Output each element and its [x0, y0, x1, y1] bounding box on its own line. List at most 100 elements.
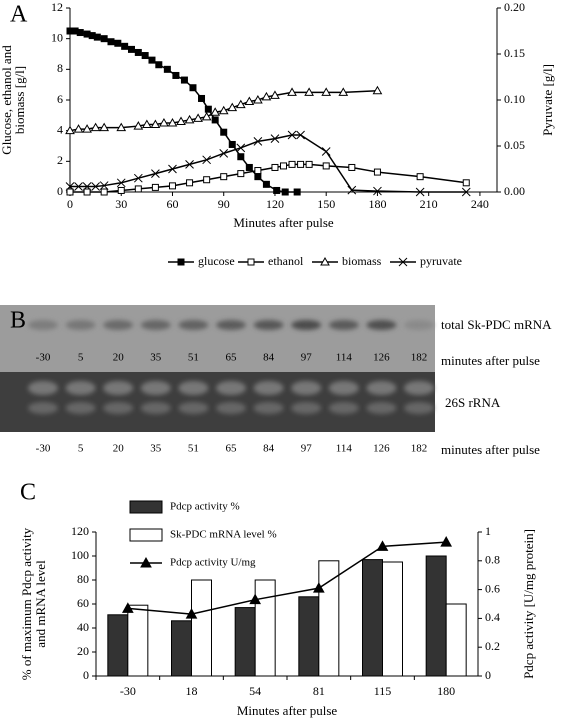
- bar: [382, 561, 403, 677]
- bar: [127, 604, 149, 677]
- marker: [220, 128, 228, 136]
- bar: [234, 607, 256, 677]
- gel-band: [366, 381, 397, 395]
- y-tick-label: 12: [51, 0, 63, 14]
- marker: [237, 170, 245, 178]
- marker: [140, 556, 152, 568]
- marker: [193, 113, 203, 122]
- y2-tick-label: 0.15: [504, 46, 525, 60]
- x-tick-label: 30: [115, 197, 127, 211]
- x-tick-label: 60: [166, 197, 178, 211]
- x-tick-label: 150: [317, 197, 335, 211]
- marker: [237, 153, 245, 161]
- gel-band: [291, 402, 322, 414]
- lane-label: 126: [373, 352, 390, 364]
- legend-label: ethanol: [268, 254, 304, 268]
- marker: [227, 102, 238, 112]
- lane-label: 51: [188, 443, 199, 455]
- marker: [172, 71, 180, 79]
- marker: [287, 130, 297, 140]
- lane-label: -30: [36, 352, 51, 364]
- lane-label: 5: [78, 352, 84, 364]
- y-tick-label: 0: [83, 668, 89, 682]
- lane-label: 126: [373, 443, 390, 455]
- gel-band: [216, 402, 246, 414]
- panel-label: A: [10, 2, 28, 28]
- series-line: [69, 90, 378, 132]
- marker: [74, 182, 83, 191]
- x-tick-label: 18: [186, 684, 198, 698]
- marker: [107, 38, 115, 46]
- marker: [321, 87, 332, 96]
- marker: [236, 143, 246, 153]
- y-tick-label: 2: [57, 153, 63, 167]
- marker: [93, 33, 101, 41]
- series-line: [127, 541, 447, 615]
- gel-label: 26S rRNA: [445, 395, 501, 410]
- legend-label: glucose: [198, 254, 235, 268]
- marker: [461, 187, 471, 197]
- marker: [189, 84, 197, 92]
- marker: [148, 56, 156, 64]
- marker: [440, 536, 453, 547]
- legend-label: Sk-PDC mRNA level %: [170, 529, 277, 541]
- marker: [65, 125, 75, 135]
- lane-label: -30: [36, 443, 51, 455]
- marker: [304, 87, 314, 96]
- marker: [280, 162, 287, 170]
- marker: [141, 52, 149, 60]
- marker: [141, 119, 152, 129]
- y-axis-title: Glucose, ethanol and: [0, 45, 14, 155]
- marker: [322, 162, 330, 170]
- marker: [253, 94, 263, 104]
- marker: [338, 87, 349, 96]
- marker: [253, 137, 263, 146]
- marker: [163, 65, 171, 73]
- marker: [168, 182, 176, 190]
- marker: [117, 186, 125, 194]
- marker: [100, 188, 108, 196]
- gel-band: [140, 381, 171, 395]
- gel-band: [103, 381, 134, 395]
- marker: [99, 122, 110, 132]
- x-tick-label: 240: [471, 197, 489, 211]
- y-tick-label: 6: [57, 92, 63, 106]
- marker: [297, 160, 305, 168]
- x-tick-label: 210: [420, 197, 438, 211]
- y-tick-label: 40: [77, 620, 89, 634]
- gel-band: [253, 402, 284, 414]
- marker: [270, 134, 280, 143]
- x-tick-label: 81: [313, 684, 325, 698]
- panel-label: C: [20, 480, 36, 506]
- lane-label: 114: [336, 443, 353, 455]
- y-axis-title: biomass [g/l]: [12, 66, 27, 134]
- marker: [203, 176, 211, 184]
- marker: [66, 188, 74, 196]
- lane-label: 182: [411, 443, 428, 455]
- legend-swatch: [129, 528, 163, 542]
- gel-band: [65, 402, 96, 414]
- legend-label: biomass: [342, 254, 382, 268]
- y2-tick-label: 0.20: [504, 0, 525, 14]
- gel-band: [178, 381, 209, 395]
- marker: [134, 185, 142, 193]
- marker: [273, 186, 281, 194]
- marker: [312, 582, 325, 593]
- marker: [220, 173, 228, 181]
- legend-label: Pdcp activity %: [170, 501, 240, 513]
- legend-label: Pdcp activity U/mg: [170, 557, 256, 569]
- gel-label: total Sk-PDC mRNA: [441, 317, 552, 332]
- marker: [462, 179, 470, 187]
- marker: [204, 105, 212, 113]
- marker: [159, 117, 169, 127]
- bar: [445, 603, 467, 677]
- bar: [254, 579, 276, 677]
- marker: [211, 116, 219, 124]
- marker: [219, 149, 229, 158]
- legend-swatch: [129, 500, 163, 514]
- y2-tick-label: 0.8: [485, 553, 500, 567]
- x-tick-label: -30: [120, 684, 136, 698]
- lane-label: 65: [226, 352, 238, 364]
- marker: [121, 42, 129, 50]
- y-axis-title: and mRNA level: [33, 560, 48, 648]
